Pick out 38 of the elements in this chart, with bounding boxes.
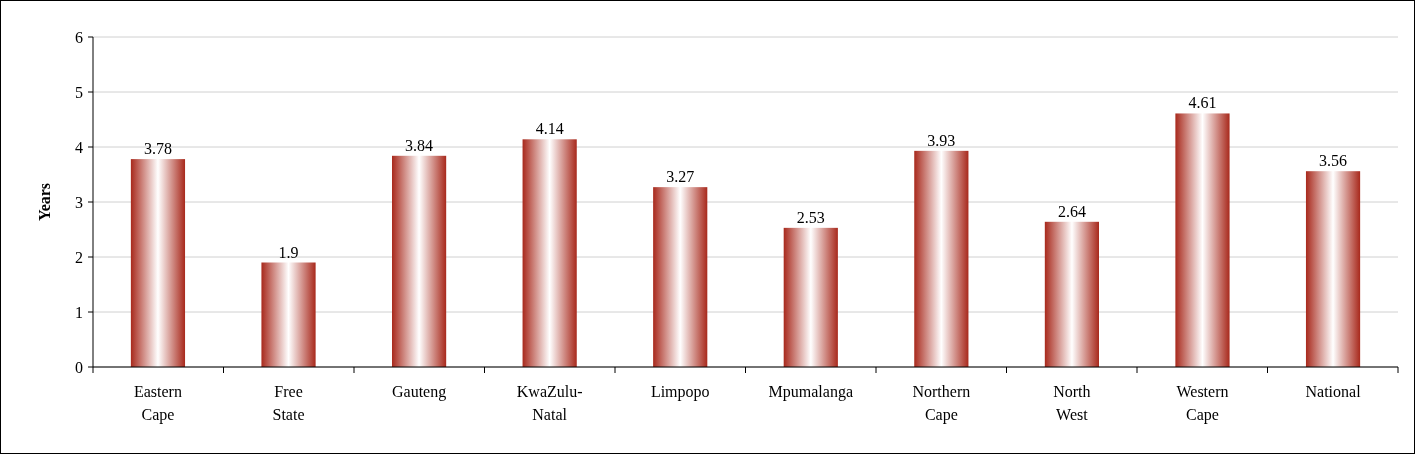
- data-label: 3.84: [405, 136, 434, 154]
- data-label: 2.64: [1057, 202, 1086, 220]
- x-tick-label: Western Cape: [1176, 383, 1229, 424]
- data-label: 3.93: [927, 131, 956, 149]
- bar: [1305, 171, 1361, 367]
- y-tick-label: 1: [75, 303, 83, 321]
- bar: [261, 262, 316, 367]
- y-tick-label: 5: [75, 83, 83, 101]
- data-label: 4.14: [535, 120, 564, 138]
- data-label: 3.27: [666, 168, 695, 186]
- x-tick-label: National: [1305, 383, 1362, 400]
- bar: [783, 227, 838, 367]
- bar: [1175, 113, 1230, 367]
- x-tick-label: Mpumalanga: [768, 383, 853, 401]
- y-tick-label: 2: [75, 248, 83, 266]
- bar: [130, 159, 186, 367]
- y-tick-label: 0: [75, 358, 83, 376]
- data-label: 4.61: [1188, 94, 1217, 112]
- data-label: 1.9: [278, 243, 299, 261]
- x-tick-label: KwaZulu- Natal: [516, 383, 583, 423]
- data-label: 3.56: [1319, 152, 1348, 170]
- x-tick-label: Northern Cape: [912, 383, 971, 424]
- y-axis-title: Years: [36, 182, 53, 222]
- y-tick-label: 4: [75, 138, 83, 156]
- x-tick-label: North West: [1053, 383, 1091, 423]
- bar: [392, 155, 447, 367]
- x-tick-label: Free State: [272, 383, 305, 423]
- bar: [914, 150, 969, 367]
- bar: [522, 139, 577, 367]
- x-tick-label: Eastern Cape: [133, 383, 182, 424]
- y-tick-label: 6: [75, 28, 83, 46]
- data-label: 3.78: [143, 140, 172, 158]
- x-tick-label: Gauteng: [391, 383, 447, 401]
- x-tick-label: Limpopo: [650, 383, 710, 401]
- data-label: 2.53: [796, 208, 825, 226]
- y-tick-label: 3: [75, 193, 83, 211]
- bar: [653, 187, 708, 367]
- bar: [1044, 221, 1099, 367]
